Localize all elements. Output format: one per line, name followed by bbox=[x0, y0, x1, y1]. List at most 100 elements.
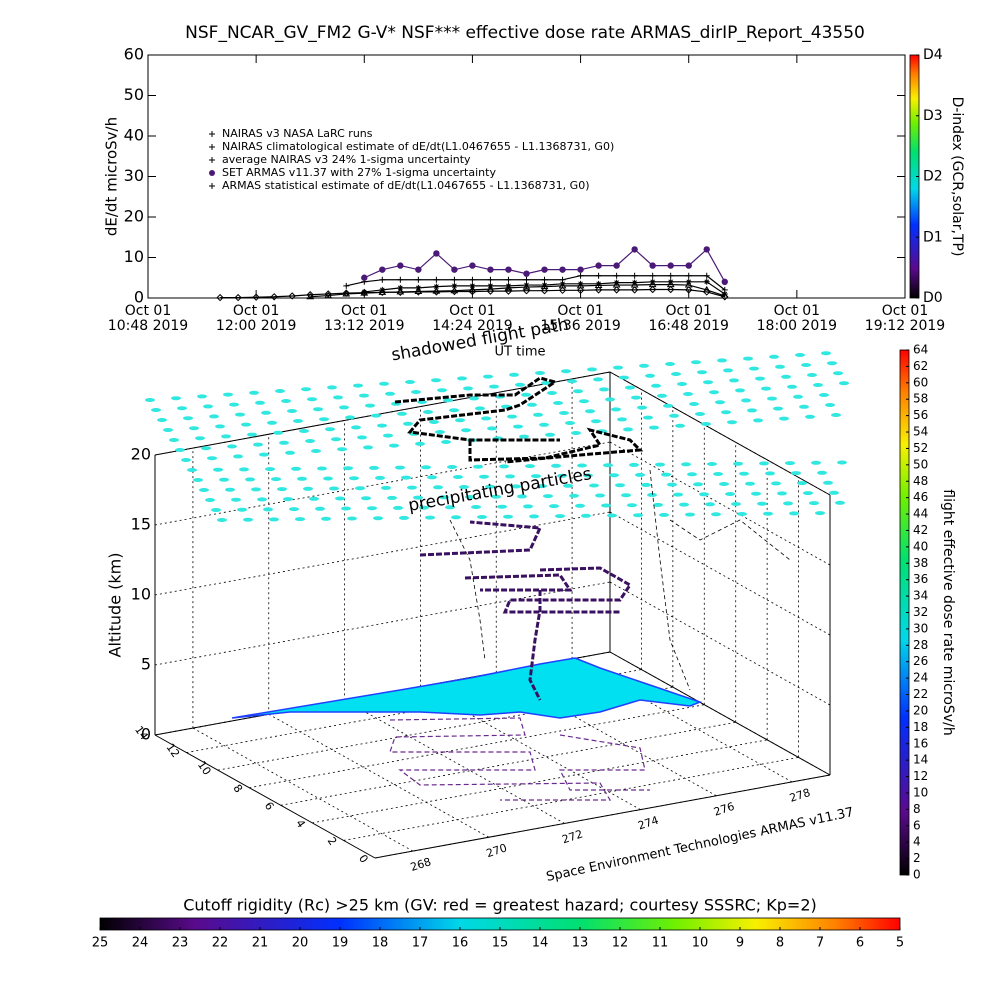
particle-marker bbox=[435, 430, 445, 434]
data-point bbox=[324, 290, 332, 298]
particle-marker bbox=[491, 494, 501, 499]
particle-marker bbox=[571, 431, 581, 435]
legend-label: SET ARMAS v11.37 with 27% 1-sigma uncert… bbox=[222, 166, 496, 179]
data-point bbox=[667, 262, 674, 269]
colorbar-tick-label: 40 bbox=[913, 539, 928, 553]
particle-marker bbox=[335, 496, 345, 501]
data-point bbox=[379, 276, 386, 283]
data-point bbox=[631, 246, 638, 253]
data-point bbox=[451, 276, 458, 283]
particle-marker bbox=[193, 478, 203, 482]
z-grid-line bbox=[154, 511, 611, 596]
particle-marker bbox=[749, 366, 759, 371]
particle-marker bbox=[459, 485, 469, 489]
particle-marker bbox=[619, 375, 629, 380]
data-point bbox=[703, 272, 710, 279]
data-point bbox=[702, 285, 711, 293]
colorbar-tick-label: 2 bbox=[913, 851, 921, 865]
particle-marker bbox=[681, 462, 691, 467]
particle-marker bbox=[589, 483, 599, 488]
particle-marker bbox=[677, 382, 687, 386]
data-point bbox=[721, 290, 728, 297]
colorbar-label: Cutoff rigidity (Rc) >25 km (GV: red = g… bbox=[183, 896, 817, 915]
particle-marker bbox=[595, 493, 605, 498]
particle-marker bbox=[343, 466, 353, 471]
particle-marker bbox=[613, 365, 623, 370]
x-tick-label: 274 bbox=[636, 814, 660, 833]
flight-path bbox=[419, 520, 633, 701]
particle-marker bbox=[383, 433, 393, 438]
particle-marker bbox=[839, 381, 849, 386]
data-point bbox=[396, 287, 405, 295]
particle-marker bbox=[267, 420, 277, 425]
colorbar-tick-label: 50 bbox=[913, 457, 928, 471]
particle-marker bbox=[505, 474, 515, 479]
particle-marker bbox=[199, 488, 209, 492]
z-grid-line bbox=[609, 511, 831, 636]
particle-marker bbox=[377, 423, 387, 428]
data-point bbox=[594, 286, 603, 294]
particle-marker bbox=[767, 396, 777, 401]
particle-marker bbox=[563, 483, 573, 488]
colorbar-tick-label: 32 bbox=[913, 605, 928, 619]
particle-marker bbox=[277, 487, 287, 492]
z-tick-label: 0 bbox=[141, 725, 151, 744]
particle-marker bbox=[579, 399, 589, 404]
legend-label: NAIRAS v3 NASA LaRC runs bbox=[222, 127, 373, 140]
particle-marker bbox=[329, 486, 339, 491]
data-point bbox=[451, 266, 458, 273]
data-point bbox=[577, 280, 584, 287]
colorbar-tick-label: 12 bbox=[913, 769, 928, 783]
legend-label: NAIRAS climatological estimate of dE/dt(… bbox=[222, 140, 614, 153]
box-edge bbox=[154, 734, 376, 859]
colorbar-tick-label: 14 bbox=[913, 753, 928, 767]
particle-marker bbox=[657, 393, 667, 398]
data-point bbox=[595, 262, 602, 269]
colorbar-tick-label: 48 bbox=[913, 474, 928, 488]
y-tick-label: 4 bbox=[293, 817, 308, 830]
particle-marker bbox=[605, 397, 615, 402]
particle-marker bbox=[591, 419, 601, 424]
particle-marker bbox=[465, 495, 475, 499]
particle-marker bbox=[671, 372, 681, 376]
particle-marker bbox=[819, 393, 829, 397]
particle-marker bbox=[261, 410, 271, 415]
data-point bbox=[541, 276, 548, 283]
particle-marker bbox=[655, 462, 665, 467]
particle-marker bbox=[827, 361, 837, 366]
particle-marker bbox=[233, 454, 243, 459]
particle-marker bbox=[227, 444, 237, 449]
particle-marker bbox=[699, 492, 709, 497]
particle-marker bbox=[449, 408, 459, 413]
particle-marker bbox=[389, 443, 399, 448]
particle-marker bbox=[385, 391, 395, 396]
particle-marker bbox=[555, 514, 565, 519]
x-tick-label: 276 bbox=[712, 800, 736, 819]
particle-marker bbox=[729, 378, 739, 383]
flight-path-shadow bbox=[389, 717, 650, 801]
particle-marker bbox=[353, 383, 363, 388]
particle-marker bbox=[477, 515, 487, 519]
particle-marker bbox=[633, 513, 643, 518]
particle-marker bbox=[547, 391, 557, 395]
particle-marker bbox=[777, 491, 787, 496]
particle-marker bbox=[567, 379, 577, 384]
data-point bbox=[559, 266, 566, 273]
data-point bbox=[630, 286, 639, 294]
colorbar-tick-label: D3 bbox=[923, 108, 943, 124]
particle-marker bbox=[281, 399, 291, 403]
y-axis-label: dE/dt microSv/h bbox=[103, 117, 121, 236]
particle-marker bbox=[487, 426, 497, 431]
particle-marker bbox=[607, 513, 617, 518]
particle-marker bbox=[821, 351, 831, 356]
data-point bbox=[469, 262, 476, 269]
legend-symbol bbox=[209, 183, 215, 189]
particle-marker bbox=[813, 383, 823, 387]
particle-marker bbox=[601, 503, 611, 508]
data-point bbox=[523, 276, 530, 283]
particle-marker bbox=[569, 493, 579, 498]
colorbar-tick-label: 11 bbox=[652, 936, 669, 951]
particle-marker bbox=[801, 363, 811, 367]
particle-marker bbox=[303, 486, 313, 491]
particle-marker bbox=[447, 465, 457, 469]
